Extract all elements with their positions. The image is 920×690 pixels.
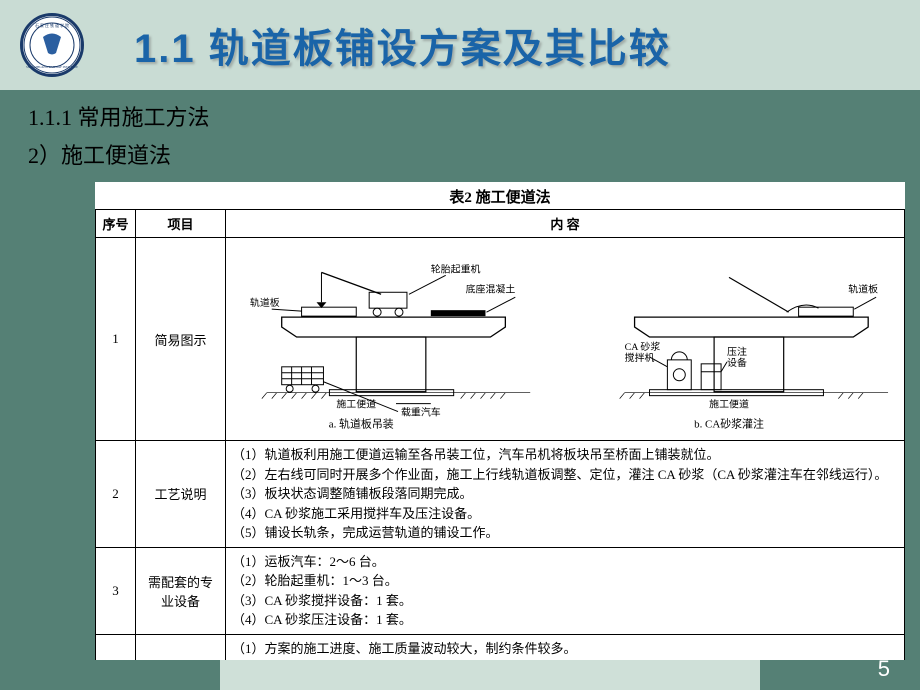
subheading-2: 2）施工便道法 [28,138,920,170]
subheading-1: 1.1.1 常用施工方法 [28,100,920,132]
method-table-container: 表2 施工便道法 序号 项目 内 容 1 简易图示 [95,182,905,660]
label-base-concrete: 底座混凝土 [466,282,516,295]
diagram-cell: 轨道板 底座混凝土 [226,238,905,441]
content-line: （5）铺设长轨条，完成运营轨道的铺设工作。 [232,523,898,543]
svg-text:设备: 设备 [727,356,747,369]
row-index: 2 [96,441,136,548]
row-content: （1）方案的施工进度、施工质量波动较大，制约条件较多。 （2）需修建贯通的施工便… [226,634,905,660]
page-number: 5 [878,656,890,682]
row-project: 工艺说明 [136,441,226,548]
table-row: 1 简易图示 [96,238,905,441]
content-line: （3）CA 砂浆搅拌设备：1 套。 [232,591,898,611]
table-row: 3 需配套的专业设备 （1）运板汽车：2～6 台。 （2）轮胎起重机：1～3 台… [96,547,905,634]
content-line: （1）轨道板利用施工便道运输至各吊装工位，汽车吊机将板块吊至桥面上铺装就位。 [232,445,898,465]
label-press: 压注 [727,345,747,358]
label-track-slab-r: 轨道板 [848,282,878,295]
bottom-strip [220,660,760,690]
content-line: （4）CA 砂浆施工采用搅拌车及压注设备。 [232,504,898,524]
row-content: （1）轨道板利用施工便道运输至各吊装工位，汽车吊机将板块吊至桥面上铺装就位。 （… [226,441,905,548]
construction-diagram: 轨道板 底座混凝土 [232,242,898,432]
col-header-content: 内 容 [226,210,905,238]
row-index: 4 [96,634,136,660]
content-line: （4）CA 砂浆压注设备：1 套。 [232,610,898,630]
diagram-caption-b: b. CA砂浆灌注 [694,416,764,430]
label-track-slab: 轨道板 [250,296,280,309]
col-header-project: 项目 [136,210,226,238]
table-header-row: 序号 项目 内 容 [96,210,905,238]
content-line: （2）左右线可同时开展多个作业面，施工上行线轨道板调整、定位，灌注 CA 砂浆（… [232,465,898,485]
col-header-index: 序号 [96,210,136,238]
label-road-left: 施工便道 [336,398,376,411]
svg-text:SHIJIAZHUANG RAILWAY INSTITUTE: SHIJIAZHUANG RAILWAY INSTITUTE [26,65,78,69]
svg-text:石 家 庄 铁 道 学 院: 石 家 庄 铁 道 学 院 [35,22,69,28]
slide-header: 石 家 庄 铁 道 学 院 SHIJIAZHUANG RAILWAY INSTI… [0,0,920,90]
content-line: （3）板块状态调整随铺板段落同期完成。 [232,484,898,504]
slide-title: 1.1 轨道板铺设方案及其比较 [134,16,671,74]
label-truck: 载重汽车 [401,406,441,419]
label-road-right: 施工便道 [709,398,749,411]
row-project: 分析评价 [136,634,226,660]
table-caption: 表2 施工便道法 [95,182,905,209]
content-line: （1）方案的施工进度、施工质量波动较大，制约条件较多。 [232,639,898,659]
row-project: 需配套的专业设备 [136,547,226,634]
method-table: 序号 项目 内 容 1 简易图示 [95,209,905,660]
table-row: 4 分析评价 （1）方案的施工进度、施工质量波动较大，制约条件较多。 （2）需修… [96,634,905,660]
table-row: 2 工艺说明 （1）轨道板利用施工便道运输至各吊装工位，汽车吊机将板块吊至桥面上… [96,441,905,548]
content-line: （2）轮胎起重机：1～3 台。 [232,571,898,591]
diagram-caption-a: a. 轨道板吊装 [329,416,394,430]
content-line: （1）运板汽车：2～6 台。 [232,552,898,572]
institution-logo: 石 家 庄 铁 道 学 院 SHIJIAZHUANG RAILWAY INSTI… [20,13,84,77]
row-project: 简易图示 [136,238,226,441]
slide: 石 家 庄 铁 道 学 院 SHIJIAZHUANG RAILWAY INSTI… [0,0,920,690]
row-index: 1 [96,238,136,441]
label-mixer: CA 砂浆 [625,340,661,353]
row-index: 3 [96,547,136,634]
label-crane: 轮胎起重机 [431,262,481,275]
row-content: （1）运板汽车：2～6 台。 （2）轮胎起重机：1～3 台。 （3）CA 砂浆搅… [226,547,905,634]
